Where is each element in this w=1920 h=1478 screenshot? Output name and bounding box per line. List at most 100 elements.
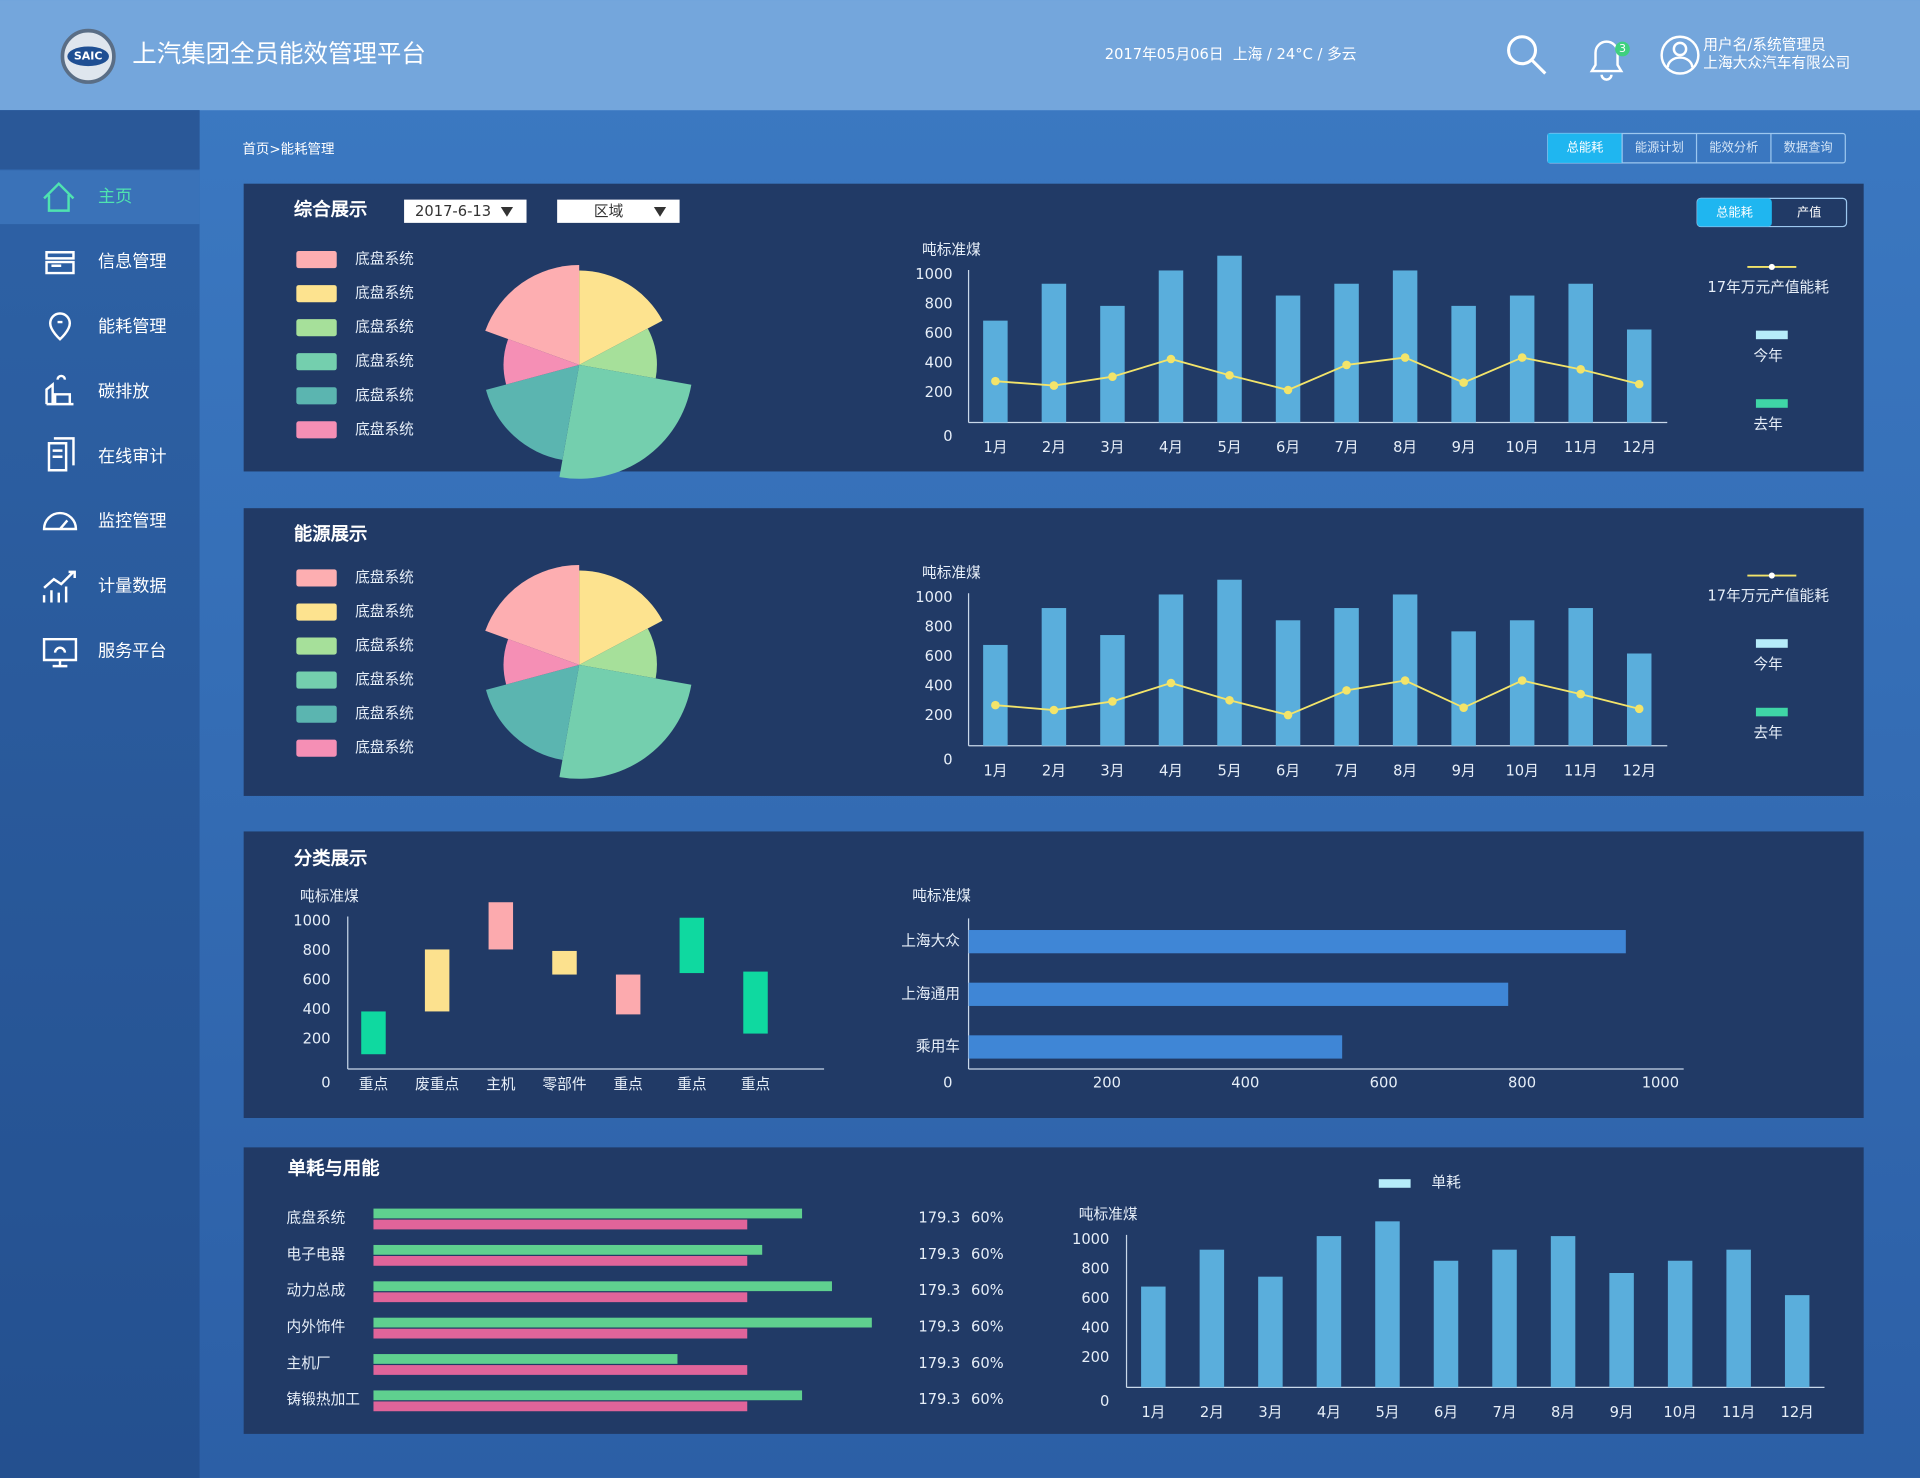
bar xyxy=(1433,1260,1459,1388)
y-tick-label: 0 xyxy=(1100,1393,1109,1410)
line-point xyxy=(1459,378,1468,387)
legend-dot xyxy=(1768,572,1775,579)
tab[interactable]: 能源计划 xyxy=(1635,141,1684,155)
x-tick-label: 1月 xyxy=(983,439,1007,456)
legend-swatch xyxy=(296,387,337,405)
bar xyxy=(373,1255,748,1266)
select-box[interactable] xyxy=(557,199,680,223)
rose-slice xyxy=(579,628,657,679)
row-label: 电子电器 xyxy=(287,1246,346,1263)
x-tick-label: 9月 xyxy=(1610,1404,1634,1421)
region-select[interactable]: 区域 xyxy=(557,199,680,223)
menu-item[interactable]: 计量数据 xyxy=(98,577,167,597)
floating-bar xyxy=(488,902,514,950)
tab[interactable]: 能效分析 xyxy=(1709,140,1758,155)
select-value: 区域 xyxy=(594,203,624,220)
menu-icon xyxy=(47,437,75,472)
row-share: 60% xyxy=(971,1391,1004,1408)
bar xyxy=(1275,295,1301,423)
user-name[interactable]: 用户名/系统管理员 xyxy=(1703,36,1825,53)
legend-swatch xyxy=(296,637,337,655)
menu-item[interactable]: 碳排放 xyxy=(98,382,149,402)
line-point xyxy=(1225,370,1234,380)
rose-slice xyxy=(485,264,580,365)
row-label: 内外饰件 xyxy=(287,1318,346,1335)
x-tick-label: 3月 xyxy=(1100,439,1124,456)
menu-item[interactable]: 在线审计 xyxy=(98,447,167,467)
y-tick-label: 800 xyxy=(925,619,953,636)
legend-label: 底盘系统 xyxy=(355,250,414,268)
menu-item[interactable]: 监控管理 xyxy=(98,512,167,532)
rose-slice xyxy=(559,364,692,479)
x-tick-label: 8月 xyxy=(1551,1404,1575,1421)
bar xyxy=(373,1401,748,1412)
legend-label: 17年万元产值能耗 xyxy=(1707,587,1829,604)
x-tick-label: 7月 xyxy=(1335,439,1359,456)
bar xyxy=(1784,1295,1810,1388)
toggle-option[interactable]: 产值 xyxy=(1797,205,1821,220)
toggle-active[interactable] xyxy=(1697,198,1772,227)
app-title: 上汽集团全员能效管理平台 xyxy=(132,39,426,68)
legend-label: 今年 xyxy=(1753,656,1783,673)
tab[interactable]: 总能耗 xyxy=(1567,141,1604,155)
rose-slice xyxy=(579,570,663,665)
legend-swatch xyxy=(1755,330,1788,340)
x-tick-label: 1月 xyxy=(983,762,1007,779)
bar xyxy=(1334,608,1359,746)
bar xyxy=(1451,631,1476,746)
bar xyxy=(373,1244,763,1255)
y-tick-label: 600 xyxy=(925,325,953,342)
row-number: 179.3 xyxy=(918,1209,960,1226)
y-tick-label: 800 xyxy=(925,295,953,312)
legend-swatch xyxy=(296,569,337,587)
bar xyxy=(1568,608,1593,746)
badge-count: 3 xyxy=(1619,42,1626,55)
x-tick-label: 10月 xyxy=(1505,439,1538,456)
tab-active[interactable] xyxy=(1547,133,1623,163)
floating-bar xyxy=(361,1011,386,1055)
logo-text: SAIC xyxy=(74,49,103,62)
menu-item[interactable]: 主页 xyxy=(98,187,132,207)
tab[interactable]: 数据查询 xyxy=(1784,140,1833,155)
legend-label: 底盘系统 xyxy=(355,670,414,688)
line-point xyxy=(1634,379,1644,389)
search-icon[interactable] xyxy=(1507,35,1547,75)
x-tick-label: 6月 xyxy=(1434,1404,1458,1421)
select-arrow xyxy=(653,206,667,217)
user-icon[interactable] xyxy=(1660,35,1700,75)
bar xyxy=(1217,255,1242,423)
menu-item[interactable]: 能耗管理 xyxy=(98,317,167,337)
x-tick-label: 8月 xyxy=(1393,439,1417,456)
y-tick-label: 1000 xyxy=(915,589,952,606)
bar xyxy=(373,1365,748,1375)
x-tick-label: 1000 xyxy=(1642,1075,1679,1092)
panel-title: 能源展示 xyxy=(294,523,367,545)
menu-item[interactable]: 服务平台 xyxy=(98,641,167,661)
menu-item[interactable]: 信息管理 xyxy=(98,252,167,272)
logo-inner xyxy=(67,46,109,67)
x-tick-label: 6月 xyxy=(1276,762,1300,779)
x-tick-label: 重点 xyxy=(677,1076,706,1093)
bar xyxy=(373,1354,678,1364)
x-tick-label: 10月 xyxy=(1663,1404,1696,1421)
select-box[interactable] xyxy=(404,199,527,223)
y-axis-label: 吨标准煤 xyxy=(922,241,981,258)
line-point xyxy=(1225,695,1234,705)
x-tick-label: 11月 xyxy=(1564,762,1597,779)
rose-slice xyxy=(485,564,580,665)
line-point xyxy=(1634,704,1644,714)
rose-slice xyxy=(559,664,692,779)
toggle-option[interactable]: 总能耗 xyxy=(1716,206,1753,220)
rose-slice xyxy=(579,328,657,379)
breadcrumb: 首页>能耗管理 xyxy=(242,141,334,157)
x-tick-label: 3月 xyxy=(1100,762,1124,779)
bar xyxy=(1041,283,1067,423)
line-point xyxy=(1400,353,1410,362)
bar xyxy=(1100,305,1125,423)
x-tick-label: 重点 xyxy=(741,1076,770,1093)
date-select[interactable]: 2017-6-13 xyxy=(404,199,527,223)
row-label: 主机厂 xyxy=(287,1355,331,1372)
menu-icon xyxy=(42,637,78,668)
x-tick-label: 9月 xyxy=(1452,762,1476,779)
